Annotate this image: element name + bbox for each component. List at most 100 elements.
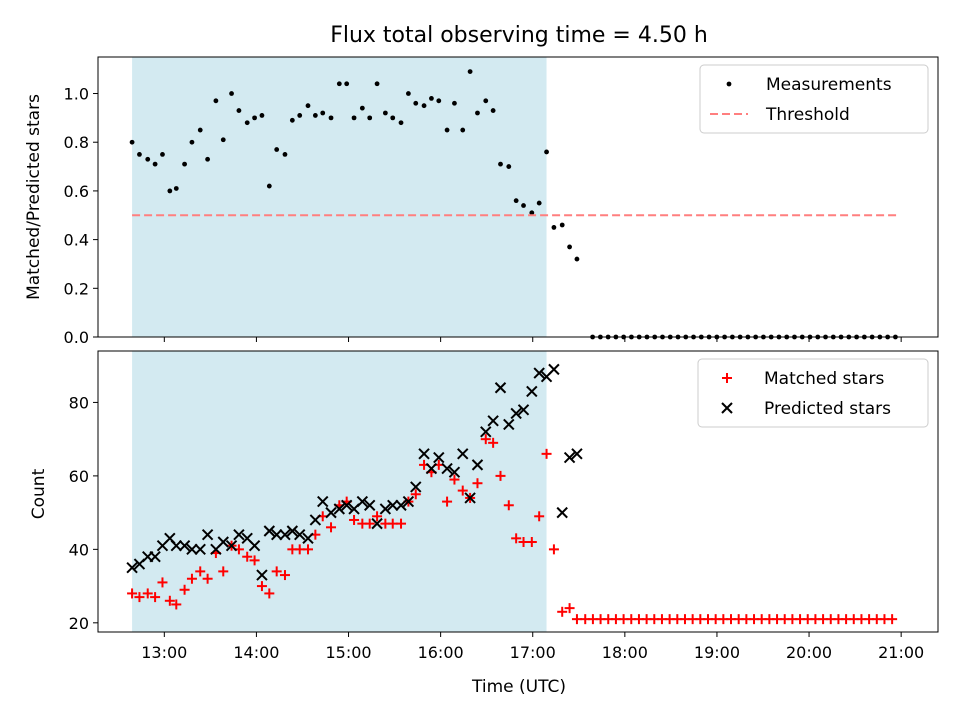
data-point <box>421 103 427 109</box>
data-point <box>472 478 483 489</box>
x-tick-label: 18:00 <box>602 643 648 662</box>
data-point <box>467 69 473 75</box>
axes-frame <box>97 56 939 338</box>
data-point <box>270 528 283 541</box>
data-point <box>137 151 142 157</box>
data-point <box>309 514 322 526</box>
data-point <box>160 151 165 157</box>
data-point <box>266 183 272 189</box>
legend-label: Measurements <box>766 75 892 95</box>
data-point <box>402 495 415 508</box>
data-point <box>559 222 565 228</box>
data-point <box>398 120 404 126</box>
data-point <box>564 603 575 614</box>
data-point <box>503 500 514 511</box>
data-point <box>286 525 299 537</box>
data-point <box>517 404 530 416</box>
data-point <box>129 139 135 145</box>
data-point <box>252 115 257 121</box>
data-point <box>513 198 519 204</box>
data-point <box>302 532 314 545</box>
x-tick-label: 16:00 <box>418 643 464 662</box>
data-point <box>205 156 211 162</box>
y-tick-label: 0.2 <box>64 279 89 298</box>
data-point <box>571 448 583 460</box>
data-point <box>173 186 179 191</box>
data-point <box>217 536 229 548</box>
data-point <box>548 544 559 555</box>
data-point <box>511 533 522 544</box>
data-point <box>279 570 290 581</box>
data-point <box>372 511 383 522</box>
data-point <box>425 462 438 475</box>
data-point <box>340 499 353 511</box>
data-point <box>494 382 507 394</box>
legend-box <box>699 64 929 134</box>
data-point <box>457 448 469 460</box>
x-tick-label: 14:00 <box>233 643 279 662</box>
data-point <box>328 115 334 121</box>
data-point <box>441 462 453 475</box>
data-point <box>201 528 214 541</box>
data-point <box>225 539 238 552</box>
data-point <box>305 103 311 109</box>
data-point <box>405 91 411 96</box>
data-point <box>488 437 499 448</box>
data-point <box>229 91 234 96</box>
legend-swatch <box>721 402 733 414</box>
data-point <box>471 459 484 471</box>
series-predicted-stars-2 <box>126 363 583 581</box>
data-point <box>410 489 421 500</box>
x-tick-label: 13:00 <box>141 643 187 662</box>
data-point <box>325 506 337 519</box>
data-point <box>202 573 213 584</box>
data-point <box>444 127 450 133</box>
data-point <box>396 518 407 529</box>
data-point <box>371 517 383 530</box>
x-tick-label: 20:00 <box>786 643 832 662</box>
data-point <box>436 98 442 104</box>
data-point <box>367 115 373 121</box>
data-point <box>387 499 399 511</box>
data-point <box>236 108 242 113</box>
data-point <box>359 105 365 111</box>
bottom-panel-counts: 20 40 60 80 13:00 14:00 15:00 16:00 17:00 18:00 19… <box>69 350 939 662</box>
data-point <box>503 418 515 431</box>
data-point <box>364 499 376 511</box>
data-point <box>433 451 445 464</box>
data-point <box>167 188 173 194</box>
data-point <box>171 599 182 610</box>
data-point <box>429 95 434 101</box>
observing-window-shade <box>132 57 547 337</box>
data-point <box>483 98 489 104</box>
data-point <box>233 528 245 541</box>
x-tick-label: 15:00 <box>325 643 371 662</box>
data-point <box>218 566 229 577</box>
data-point <box>410 481 422 493</box>
data-point <box>312 113 318 118</box>
data-point <box>498 161 503 167</box>
data-point <box>374 81 380 87</box>
legend: Matched stars Predicted stars <box>697 358 929 428</box>
y-tick-label: 1.0 <box>64 85 89 104</box>
data-point <box>567 244 572 250</box>
x-tick-label: 19:00 <box>694 643 740 662</box>
series-matched-stars-1 <box>580 614 898 625</box>
data-point <box>194 543 206 556</box>
data-point <box>271 566 282 577</box>
data-point <box>320 110 326 116</box>
data-point <box>556 506 568 519</box>
data-point <box>170 539 182 552</box>
data-point <box>551 225 557 230</box>
data-point <box>379 503 392 515</box>
top-panel-ratio: 0.0 0.2 0.4 0.6 0.8 1.0 Measurements Threshold <box>64 56 939 347</box>
data-point <box>182 161 187 167</box>
data-point <box>186 543 198 556</box>
data-point <box>294 528 306 541</box>
data-point <box>495 470 506 481</box>
y-tick-label: 80 <box>69 393 89 412</box>
data-point <box>134 592 145 603</box>
data-point <box>449 474 460 485</box>
data-point <box>490 108 496 113</box>
data-point <box>541 448 552 459</box>
